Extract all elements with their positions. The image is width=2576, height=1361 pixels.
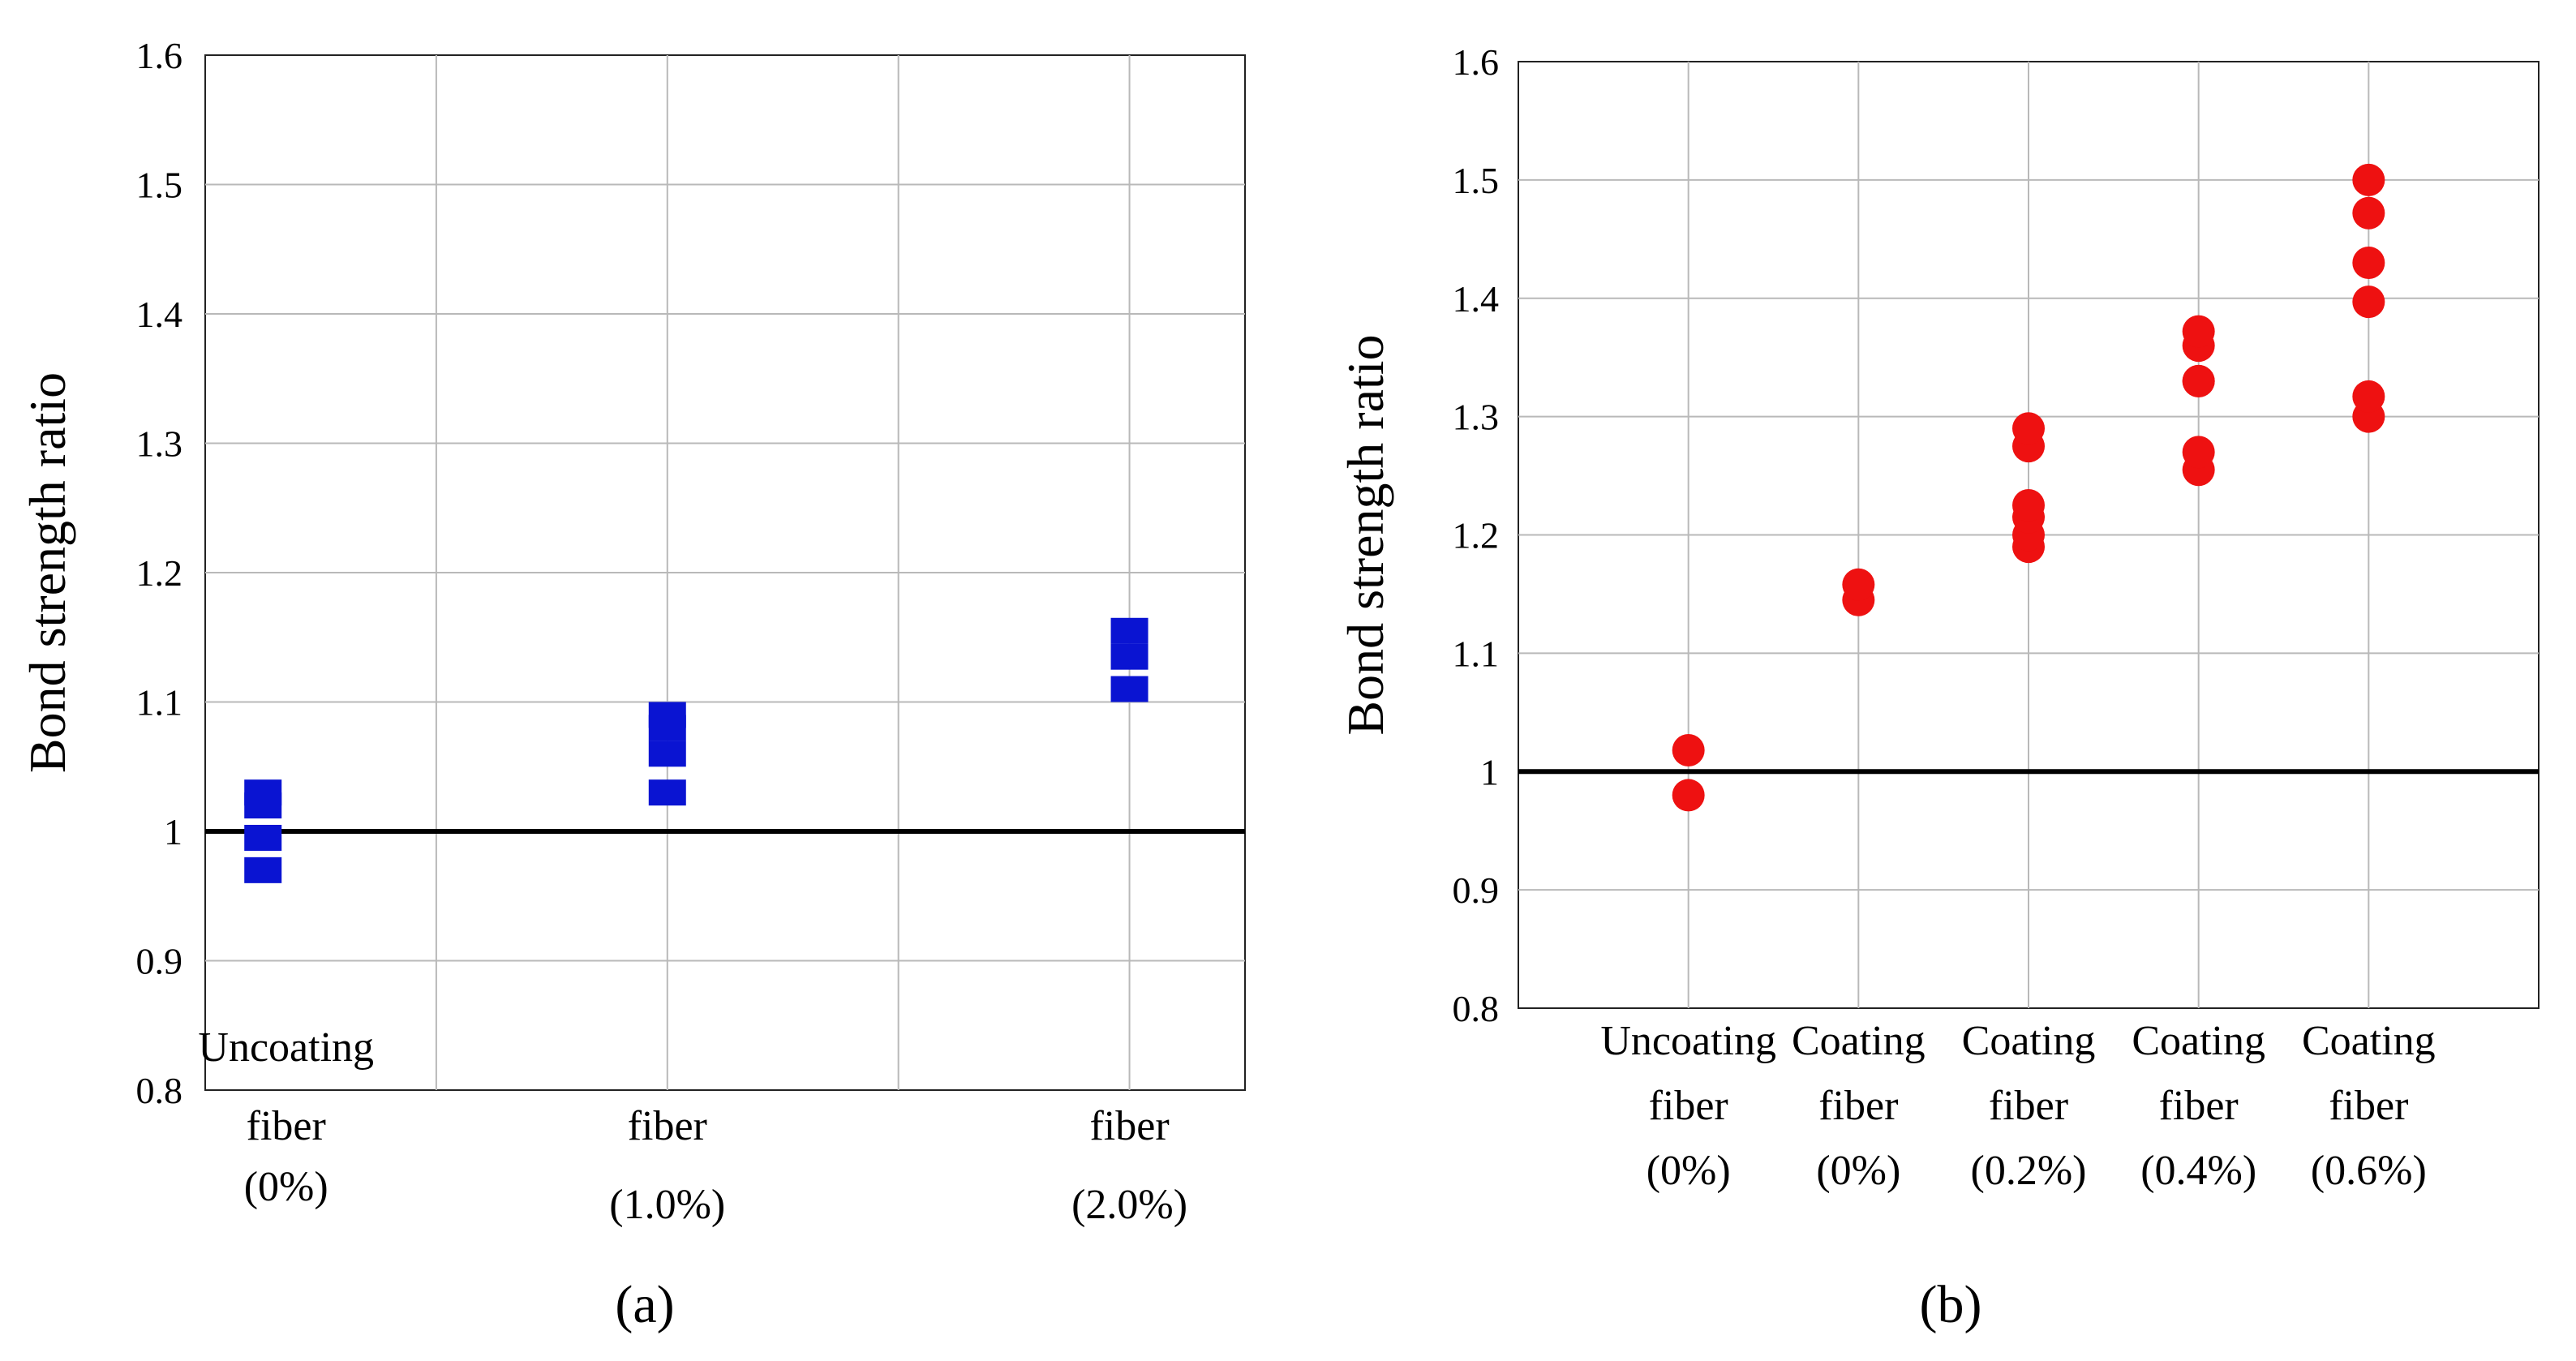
y-tick-label: 1.5 (136, 165, 183, 206)
x-category-label: (2.0%) (1071, 1182, 1187, 1228)
data-point (2352, 246, 2385, 279)
y-axis-label: Bond strength ratio (19, 372, 76, 773)
panel-a: 0.8 0.9 1 1.1 1.2 1.3 1.4 1.5 1.6 Bond strength r… (19, 35, 1246, 1334)
y-tick-label: 0.8 (1453, 988, 1500, 1029)
y-tick-label: 1 (1480, 751, 1499, 792)
x-category-label: Coating (1962, 1018, 2096, 1064)
x-category-label: fiber (1818, 1083, 1898, 1129)
x-category-label: fiber (247, 1103, 326, 1149)
data-point (1672, 733, 1705, 766)
y-axis-label: Bond strength ratio (1337, 334, 1394, 735)
data-point (2352, 286, 2385, 319)
x-category-label: (0.4%) (2140, 1148, 2256, 1194)
x-category-label: (0%) (1646, 1148, 1731, 1194)
x-category-label: Coating (1792, 1018, 1926, 1064)
x-category-label: fiber (628, 1103, 707, 1149)
data-point (1672, 779, 1705, 812)
y-tick-label: 0.9 (1453, 869, 1500, 911)
x-category-label: (0%) (244, 1164, 328, 1210)
data-point (2352, 163, 2385, 196)
data-point (1110, 617, 1148, 644)
x-category-label: fiber (2329, 1083, 2408, 1129)
data-point (2012, 412, 2045, 445)
x-category-label: Coating (2132, 1018, 2265, 1064)
x-category-label: (0.6%) (2311, 1148, 2427, 1194)
data-point (1110, 643, 1148, 670)
y-tick-label: 0.9 (136, 941, 183, 982)
y-tick-label: 1.3 (1453, 397, 1500, 438)
x-category-label: fiber (2159, 1083, 2239, 1129)
x-category-label: (0%) (1816, 1148, 1900, 1194)
data-point (648, 702, 686, 728)
data-point (244, 824, 282, 851)
data-point (2352, 196, 2385, 230)
x-category-label: Uncoating (1600, 1018, 1776, 1064)
y-tick-label: 1.4 (136, 294, 183, 335)
panel-b: 0.8 0.9 1 1.1 1.2 1.3 1.4 1.5 1.6 Bond strength r… (1337, 41, 2540, 1334)
panel-label: (b) (1920, 1275, 1982, 1334)
data-point (2352, 380, 2385, 413)
y-tick-label: 1.6 (136, 35, 183, 76)
y-tick-label: 1.6 (1453, 41, 1500, 83)
data-point (648, 741, 686, 767)
data-point (1842, 568, 1875, 601)
data-point (2182, 315, 2215, 348)
x-category-label: fiber (1089, 1103, 1169, 1149)
y-tick-label: 0.8 (136, 1070, 183, 1111)
x-category-label: Uncoating (198, 1024, 374, 1071)
x-category-label: (0.2%) (1971, 1148, 2087, 1194)
panel-label: (a) (615, 1275, 674, 1334)
data-point (244, 857, 282, 883)
y-tick-label: 1.5 (1453, 160, 1500, 201)
x-category-label: (1.0%) (609, 1182, 725, 1228)
data-point (2012, 489, 2045, 522)
y-tick-label: 1 (164, 811, 182, 852)
data-point (648, 779, 686, 806)
x-category-label: fiber (1989, 1083, 2068, 1129)
x-category-label: fiber (1649, 1083, 1728, 1129)
data-point (1110, 676, 1148, 702)
data-point (244, 779, 282, 806)
data-point (2182, 436, 2215, 469)
y-tick-label: 1.1 (136, 682, 183, 723)
y-tick-label: 1.3 (136, 423, 183, 465)
y-tick-label: 1.1 (1453, 633, 1500, 674)
y-tick-label: 1.4 (1453, 278, 1500, 320)
y-tick-label: 1.2 (136, 552, 183, 594)
x-category-label: Coating (2302, 1018, 2436, 1064)
y-tick-label: 1.2 (1453, 515, 1500, 556)
data-point (2182, 364, 2215, 397)
